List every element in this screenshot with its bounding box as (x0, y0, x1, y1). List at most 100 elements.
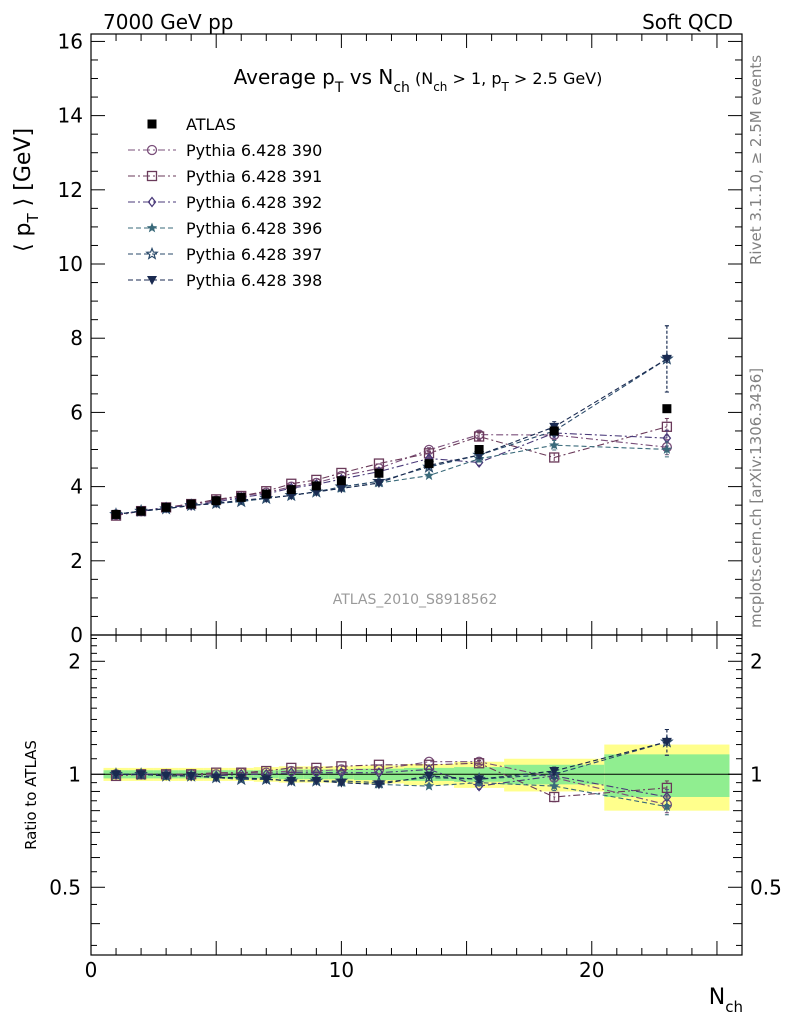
atlas-point (474, 445, 484, 455)
atlas-point (111, 509, 121, 519)
ratio-y-tick-label-right: 1 (750, 762, 763, 786)
legend-label: Pythia 6.428 391 (186, 167, 322, 186)
legend-item: Pythia 6.428 392 (128, 193, 322, 212)
ratio-point (161, 771, 172, 781)
y-ticks (91, 40, 742, 636)
ratio-series-line (116, 768, 668, 798)
atlas-point (336, 476, 346, 486)
ratio-point (549, 791, 560, 803)
ratio-point (111, 770, 122, 780)
ratio-series-line (116, 761, 668, 806)
analysis-id: ATLAS_2010_S8918562 (333, 592, 498, 608)
x-axis-label: Nch (709, 985, 743, 1016)
ratio-point (186, 771, 197, 781)
series-6 (111, 325, 672, 520)
ratio-point (136, 770, 147, 780)
series-point (549, 439, 560, 450)
ratio-y-tick-label: 1 (68, 762, 81, 786)
ratio-y-tick-label-right: 2 (750, 649, 763, 673)
atlas-point (136, 506, 146, 516)
ratio-series-6 (111, 729, 672, 790)
mcplots-label: mcplots.cern.ch [arXiv:1306.3436] (747, 368, 765, 628)
legend-marker (147, 196, 157, 208)
legend-item: Pythia 6.428 390 (128, 141, 322, 160)
legend-label: Pythia 6.428 396 (186, 219, 322, 238)
series-line (115, 358, 668, 515)
legend-label: Pythia 6.428 392 (186, 193, 322, 212)
legend-label: ATLAS (186, 115, 236, 134)
ratio-point (311, 776, 322, 786)
legend-label: Pythia 6.428 397 (186, 245, 322, 264)
ratio-point (661, 801, 673, 812)
series-point (661, 354, 672, 364)
y-tick-label: 10 (58, 252, 83, 276)
ratio-point (423, 759, 435, 770)
ratio-point (261, 775, 272, 785)
series-point (423, 470, 435, 481)
legend-label: Pythia 6.428 390 (186, 141, 322, 160)
series-line (115, 444, 667, 515)
ratio-y-tick-label: 2 (68, 649, 81, 673)
atlas-point (662, 404, 672, 414)
x-tick-label: 0 (85, 958, 98, 982)
legend: ATLAS Pythia 6.428 390 Pythia 6.428 391 Pyt… (128, 115, 322, 290)
y-tick-label: 12 (58, 178, 83, 202)
ratio-panel: 0 10 20 0.5 0.5 1 1 2 2 (49, 634, 782, 982)
atlas-point (236, 492, 246, 502)
series-line (115, 358, 668, 515)
atlas-point (211, 496, 221, 506)
atlas-point (549, 426, 559, 436)
ratio-point (373, 780, 384, 790)
atlas-point (374, 468, 384, 478)
series-line (115, 434, 667, 515)
ratio-y-tick-label: 0.5 (49, 875, 81, 899)
legend-item: Pythia 6.428 396 (128, 219, 322, 238)
ratio-point (336, 778, 347, 788)
ratio-point (547, 767, 562, 781)
y-tick-label: 16 (58, 29, 83, 53)
ratio-point (286, 776, 297, 786)
series-line (115, 432, 667, 515)
legend-marker (147, 119, 157, 129)
legend-label: Pythia 6.428 398 (186, 271, 322, 290)
ratio-point (236, 773, 247, 783)
atlas-point (311, 481, 321, 491)
ratio-y-axis-label: Ratio to ATLAS (22, 740, 40, 850)
ratio-point (336, 761, 347, 772)
ratio-point (549, 767, 560, 777)
legend-marker (146, 144, 158, 156)
chart-title: Average pT vs Nch (Nch > 1, pT > 2.5 GeV… (234, 65, 603, 96)
atlas-data (111, 404, 672, 519)
series-point (549, 452, 560, 463)
y-tick-label: 0 (70, 623, 83, 647)
legend-item: Pythia 6.428 391 (128, 167, 322, 186)
rivet-label: Rivet 3.1.10, ≥ 2.5M events (747, 55, 765, 265)
y-axis-label: ⟨ pT ⟩ [GeV] (11, 128, 42, 252)
header-right: Soft QCD (642, 10, 733, 34)
y-tick-label: 8 (70, 326, 83, 350)
ratio-point (424, 771, 435, 781)
ratio-point (661, 737, 672, 747)
series-point (373, 478, 384, 488)
y-tick-label: 6 (70, 400, 83, 424)
legend-marker (145, 246, 159, 260)
atlas-point (261, 489, 271, 499)
ratio-point (549, 780, 560, 791)
legend-marker (146, 170, 158, 182)
ratio-point (473, 758, 485, 769)
series-point (473, 431, 485, 442)
atlas-point (186, 499, 196, 509)
ratio-point (211, 773, 222, 783)
atlas-point (161, 502, 171, 512)
ratio-y-ticks (91, 638, 742, 946)
x-tick-label: 10 (329, 958, 354, 982)
series-point (661, 443, 673, 454)
legend-marker (147, 276, 157, 285)
ratio-y-tick-label-right: 0.5 (750, 875, 782, 899)
legend-item: ATLAS (147, 115, 236, 134)
ratio-frame (90, 634, 743, 956)
ratio-point (423, 780, 435, 791)
atlas-point (424, 459, 434, 469)
